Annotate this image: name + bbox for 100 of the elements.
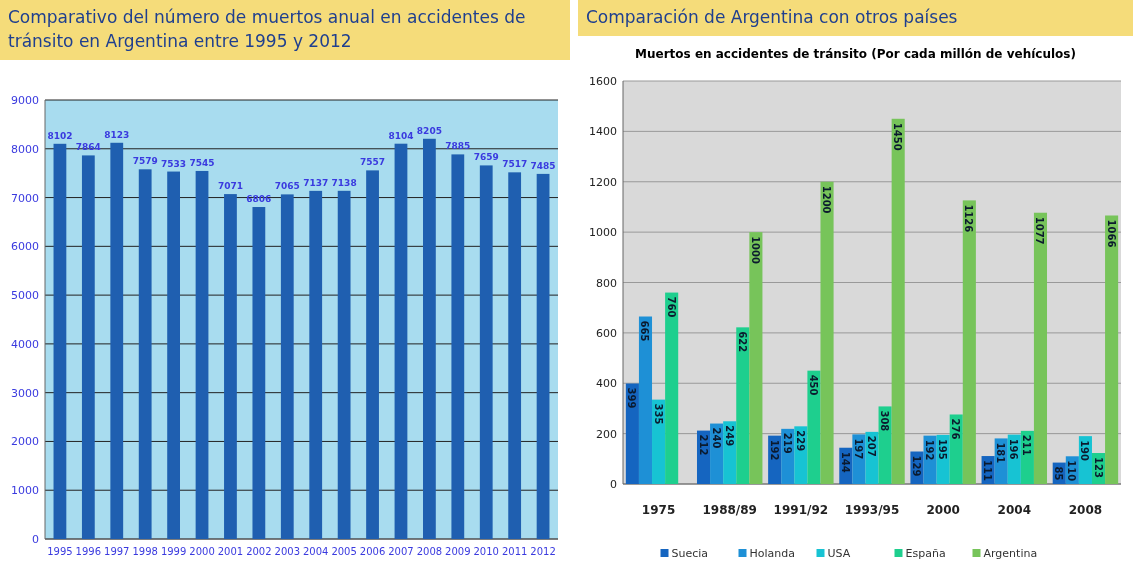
data-label: 111 (982, 460, 994, 481)
data-label: 249 (723, 425, 735, 447)
chart-subtitle: Muertos en accidentes de tránsito (Por cada millón de vehículos) (635, 47, 1076, 61)
data-label: 7533 (161, 158, 187, 169)
data-label: 110 (1066, 460, 1078, 482)
x-tick-label: 1975 (641, 503, 676, 517)
x-tick-label: 2002 (246, 546, 272, 557)
data-label: 7659 (473, 152, 499, 163)
bar (423, 138, 436, 539)
x-tick-label: 2008 (1068, 503, 1103, 517)
y-tick-label: 1000 (589, 226, 617, 240)
y-tick-label: 1400 (589, 125, 617, 139)
x-tick-label: 2001 (217, 546, 244, 557)
data-label: 196 (1008, 438, 1020, 460)
data-label: 7485 (530, 160, 556, 171)
bar (252, 207, 266, 539)
data-label: 1200 (821, 185, 833, 214)
data-label: 1126 (963, 204, 975, 233)
y-tick-label: 9000 (11, 94, 39, 107)
bar (195, 170, 209, 539)
x-tick-label: 2008 (416, 546, 443, 557)
data-label: 219 (781, 432, 793, 454)
data-label: 7137 (303, 177, 329, 188)
data-label: 8102 (47, 130, 73, 141)
data-label: 7579 (132, 156, 158, 167)
data-label: 123 (1092, 457, 1104, 478)
data-label: 7071 (217, 181, 243, 192)
data-label: 192 (768, 439, 780, 461)
y-tick-label: 8000 (11, 142, 39, 156)
bar (820, 181, 834, 484)
bar (1105, 215, 1119, 484)
data-label: 7138 (331, 177, 357, 188)
legend-label: Holanda (749, 547, 795, 560)
data-label: 1066 (1105, 219, 1117, 248)
bar (167, 171, 180, 539)
bar (665, 292, 679, 484)
data-label: 1077 (1034, 216, 1046, 245)
y-tick-label: 3000 (11, 386, 39, 400)
data-label: 7065 (274, 181, 300, 192)
x-tick-label: 2005 (331, 546, 357, 557)
bar (638, 316, 653, 484)
data-label: 7545 (189, 157, 215, 168)
x-tick-label: 1993/95 (844, 503, 900, 517)
data-label: 399 (626, 387, 638, 409)
chart-title: Comparación de Argentina con otros países (586, 7, 958, 27)
data-label: 129 (910, 455, 922, 477)
x-tick-label: 2004 (997, 503, 1031, 517)
data-label: 195 (937, 438, 949, 460)
x-tick-label: 1995 (47, 546, 73, 557)
bar (81, 155, 95, 539)
data-label: 8104 (388, 130, 414, 141)
x-tick-label: 1998 (132, 546, 158, 557)
y-tick-label: 1600 (589, 75, 617, 88)
bar (309, 190, 323, 539)
legend-label: Suecia (671, 547, 709, 560)
data-label: 760 (665, 296, 677, 318)
data-label: 8205 (416, 125, 442, 136)
bar (891, 118, 905, 484)
x-tick-label: 2012 (530, 546, 556, 557)
chart-title: Comparativo del número de muertos anual en accidentes de tránsito en Argentina entre 1995 y 2012 (8, 7, 526, 51)
data-label: 229 (794, 430, 806, 452)
data-label: 665 (639, 320, 651, 342)
data-label: 335 (652, 403, 664, 425)
bar (807, 370, 821, 484)
bar (53, 143, 67, 539)
data-label: 197 (852, 438, 864, 460)
data-label: 1450 (892, 122, 904, 151)
bar (508, 172, 522, 539)
legend-label: España (905, 547, 946, 560)
x-tick-label: 2011 (501, 546, 528, 557)
data-label: 240 (710, 427, 722, 449)
bar (479, 165, 493, 539)
y-tick-label: 400 (596, 377, 617, 391)
data-label: 622 (736, 331, 748, 353)
y-tick-label: 1000 (11, 484, 39, 498)
data-label: 207 (866, 435, 877, 457)
x-tick-label: 1997 (104, 546, 130, 557)
y-tick-label: 2000 (11, 435, 39, 449)
y-tick-label: 600 (596, 326, 617, 340)
x-tick-label: 2007 (388, 546, 414, 557)
data-label: 144 (839, 451, 851, 473)
data-label: 276 (950, 418, 962, 440)
bar (749, 232, 763, 484)
bar (280, 194, 294, 539)
x-tick-label: 1999 (160, 546, 187, 557)
y-tick-label: 7000 (11, 191, 39, 205)
bar (394, 143, 408, 539)
data-label: 308 (879, 410, 891, 432)
bar (736, 327, 750, 484)
bar (536, 173, 550, 539)
data-label: 7557 (360, 157, 386, 168)
bar (110, 142, 124, 539)
bar (337, 190, 351, 539)
x-tick-label: 2000 (189, 546, 215, 557)
y-tick-label: 800 (596, 276, 617, 290)
data-label: 190 (1079, 440, 1091, 462)
x-tick-label: 2004 (302, 546, 329, 557)
data-label: 212 (697, 434, 709, 456)
y-tick-label: 0 (610, 478, 617, 491)
x-tick-label: 2006 (359, 546, 386, 557)
